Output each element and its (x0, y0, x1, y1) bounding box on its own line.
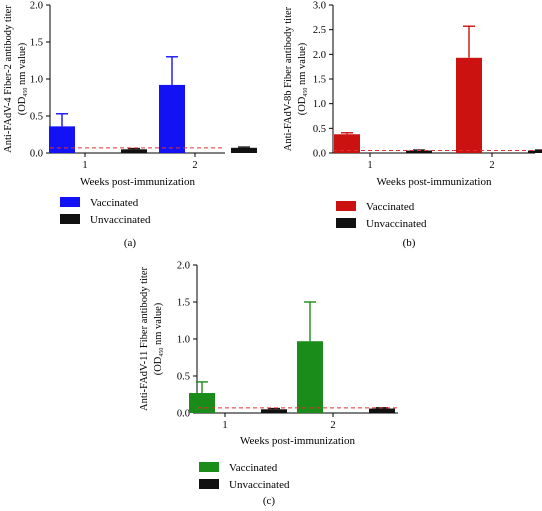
bar-vaccinated-week-1 (334, 134, 360, 153)
y-tick-label: 0.0 (313, 149, 326, 160)
y-tick-label: 2.0 (177, 261, 190, 272)
x-axis-title: Weeks post-immunization (80, 176, 195, 188)
y-tick-label: 2.0 (313, 50, 326, 61)
bar-unvaccinated-week-1 (406, 150, 432, 153)
bar-unvaccinated-week-2 (369, 408, 395, 413)
bar-vaccinated-week-2 (159, 84, 185, 153)
x-axis-title: Weeks post-immunization (240, 435, 355, 447)
y-tick-label: 1.5 (313, 75, 326, 86)
legend-swatch-unvaccinated (336, 218, 356, 228)
y-tick-label: 0.5 (313, 124, 326, 135)
y-tick-label: 1.0 (313, 99, 326, 110)
bar-unvaccinated-week-2 (528, 150, 542, 153)
y-axis-title: Anti-FAdV-8b Fiber antibody titer (283, 6, 294, 151)
x-tick-label: 2 (330, 420, 335, 431)
y-tick-label: 3.0 (313, 1, 326, 12)
y-tick-label: 0.0 (30, 149, 43, 160)
y-tick-label: 1.5 (30, 38, 43, 49)
bar-vaccinated-week-2 (456, 57, 482, 153)
legend-label-unvaccinated: Unvaccinated (366, 218, 427, 230)
legend-swatch-vaccinated (60, 197, 80, 207)
y-tick-label: 1.5 (177, 298, 190, 309)
y-tick-label: 1.0 (177, 335, 190, 346)
x-tick-label: 1 (222, 420, 227, 431)
bar-vaccinated-week-1 (189, 393, 215, 413)
y-tick-label: 0.5 (30, 112, 43, 123)
bar-unvaccinated-week-1 (261, 409, 287, 413)
x-tick-label: 2 (192, 160, 197, 171)
legend-label-vaccinated: Vaccinated (366, 201, 415, 213)
chart-panel-3: 0.0 0.5 1.0 1.5 2.0 Anti-FAdV-11 Fiber antibo… (139, 261, 398, 507)
legend-label-vaccinated: Vaccinated (229, 462, 278, 474)
panel-label: (b) (403, 237, 416, 249)
legend-label-unvaccinated: Unvaccinated (90, 214, 151, 226)
panel-label: (c) (263, 495, 276, 507)
x-tick-label: 2 (489, 160, 494, 171)
legend-label-unvaccinated: Unvaccinated (229, 479, 290, 491)
bar-unvaccinated-week-1 (121, 149, 147, 153)
y-tick-label: 2.0 (30, 1, 43, 12)
x-axis-title: Weeks post-immunization (377, 176, 492, 188)
legend-swatch-vaccinated (199, 462, 219, 472)
x-tick-label: 1 (367, 160, 372, 171)
y-tick-label: 1.0 (30, 75, 43, 86)
legend-label-vaccinated: Vaccinated (90, 197, 139, 209)
chart-panel-1: 0.0 0.5 1.0 1.5 2.0 Anti-FAdV-4 Fiber-2 antib… (3, 1, 257, 249)
y-tick-label: 0.5 (177, 372, 190, 383)
y-axis-title: Anti-FAdV-4 Fiber-2 antibody titer (3, 5, 14, 153)
chart-panel-2: 0.0 0.5 1.0 1.5 2.0 2.5 3.0 Anti-FAdV-8b Fiber … (283, 1, 542, 249)
y-axis-title: Anti-FAdV-11 Fiber antibody titer (139, 267, 150, 411)
bar-unvaccinated-week-2 (231, 147, 257, 153)
legend-swatch-unvaccinated (60, 214, 80, 224)
y-axis-subtitle: (OD450 nm value) (153, 302, 165, 375)
y-axis-subtitle: (OD450 nm value) (297, 42, 309, 115)
panel-label: (a) (124, 237, 137, 249)
bar-vaccinated-week-2 (297, 341, 323, 413)
bar-vaccinated-week-1 (49, 126, 75, 153)
y-tick-label: 2.5 (313, 25, 326, 36)
y-tick-label: 0.0 (177, 409, 190, 420)
x-tick-label: 1 (82, 160, 87, 171)
legend-swatch-unvaccinated (199, 479, 219, 489)
legend-swatch-vaccinated (336, 201, 356, 211)
y-axis-subtitle: (OD450 nm value) (17, 42, 29, 115)
